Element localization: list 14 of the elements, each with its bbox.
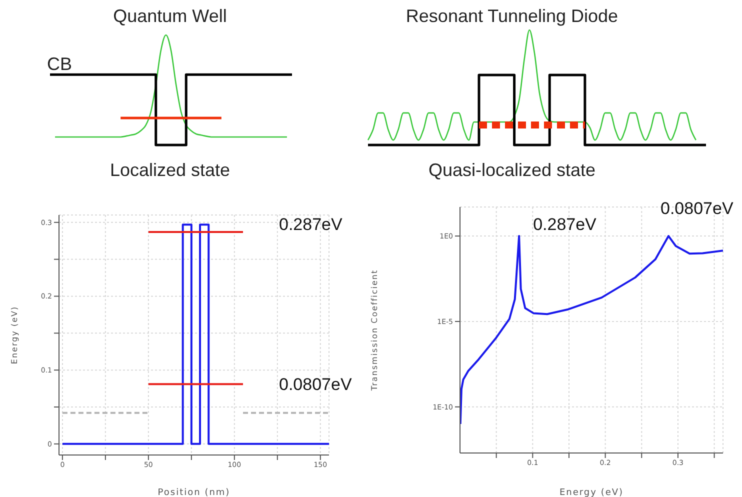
- x-axis-title: Position (nm): [158, 488, 230, 497]
- annotation: 0.0807eV: [660, 199, 734, 218]
- annotation: 0.287eV: [279, 214, 344, 234]
- chart-title: Resonant Tunneling Diode: [406, 6, 618, 26]
- chart-title: Quantum Well: [113, 6, 227, 26]
- annotation: 0.287eV: [533, 215, 598, 234]
- y-axis-title: Transmission Coefficient: [370, 269, 379, 392]
- text: Localized state: [110, 160, 230, 180]
- annotation: CB: [47, 54, 72, 74]
- y-axis-title: Energy (eV): [10, 306, 19, 364]
- line-series: [460, 235, 723, 425]
- annotation: 0.0807eV: [279, 375, 352, 394]
- x-axis-title: Energy (eV): [559, 488, 624, 497]
- text: Quasi-localized state: [428, 160, 596, 180]
